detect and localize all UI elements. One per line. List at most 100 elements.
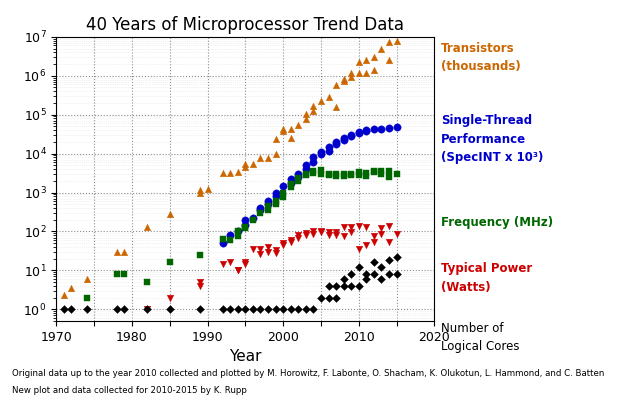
Text: Single-Thread: Single-Thread bbox=[441, 114, 532, 127]
Point bbox=[369, 233, 379, 239]
Text: Original data up to the year 2010 collected and plotted by M. Horowitz, F. Labon: Original data up to the year 2010 collec… bbox=[12, 369, 605, 378]
Point bbox=[301, 166, 311, 172]
Point bbox=[376, 264, 386, 271]
Point bbox=[202, 186, 212, 193]
Point bbox=[119, 249, 129, 256]
Point bbox=[392, 231, 402, 238]
Point bbox=[286, 184, 296, 190]
Point bbox=[308, 103, 318, 109]
Point bbox=[324, 229, 334, 236]
Point bbox=[271, 250, 281, 256]
Point bbox=[308, 159, 318, 166]
Point bbox=[308, 306, 318, 312]
Point bbox=[354, 70, 364, 76]
Point bbox=[354, 246, 364, 252]
Point bbox=[263, 155, 273, 162]
Point bbox=[248, 215, 258, 221]
Point bbox=[112, 249, 122, 256]
Point bbox=[369, 67, 379, 73]
Point bbox=[376, 231, 386, 238]
Point bbox=[293, 234, 303, 241]
Point bbox=[286, 306, 296, 312]
Point bbox=[271, 306, 281, 312]
Point bbox=[384, 56, 394, 63]
Point bbox=[361, 224, 371, 230]
Point bbox=[339, 137, 349, 144]
Point bbox=[361, 242, 371, 248]
Point bbox=[308, 228, 318, 234]
Point bbox=[316, 228, 326, 235]
Point bbox=[217, 170, 227, 177]
Point bbox=[324, 283, 334, 289]
Point bbox=[316, 294, 326, 301]
Point bbox=[59, 306, 69, 312]
Point bbox=[361, 128, 371, 134]
Point bbox=[165, 211, 175, 218]
Point bbox=[376, 171, 386, 177]
Point bbox=[301, 110, 311, 117]
Point bbox=[293, 178, 303, 184]
Point bbox=[346, 132, 356, 138]
Point bbox=[331, 82, 341, 88]
Point bbox=[384, 271, 394, 277]
Point bbox=[66, 285, 76, 292]
Point bbox=[369, 259, 379, 266]
Point bbox=[331, 104, 341, 111]
Point bbox=[271, 198, 281, 204]
Point bbox=[112, 271, 122, 277]
Text: Number of: Number of bbox=[441, 322, 503, 335]
Point bbox=[354, 130, 364, 137]
Point bbox=[301, 230, 311, 237]
Point bbox=[331, 294, 341, 301]
Point bbox=[112, 306, 122, 312]
Point bbox=[301, 162, 311, 169]
Point bbox=[331, 139, 341, 145]
Point bbox=[271, 247, 281, 254]
Point bbox=[376, 225, 386, 231]
Point bbox=[59, 345, 69, 352]
Point bbox=[232, 228, 242, 235]
Point bbox=[286, 237, 296, 243]
Point bbox=[301, 231, 311, 238]
Point bbox=[346, 70, 356, 76]
Point bbox=[217, 306, 227, 312]
Point bbox=[369, 168, 379, 175]
Point bbox=[354, 169, 364, 175]
Point bbox=[339, 135, 349, 142]
Point bbox=[384, 223, 394, 230]
Point bbox=[263, 249, 273, 255]
Point bbox=[278, 242, 288, 248]
Point bbox=[256, 250, 266, 257]
Point bbox=[346, 224, 356, 230]
Point bbox=[308, 154, 318, 161]
Point bbox=[392, 37, 402, 44]
Point bbox=[232, 267, 242, 274]
Point bbox=[369, 271, 379, 277]
Point bbox=[308, 231, 318, 238]
Point bbox=[165, 294, 175, 301]
Point bbox=[308, 170, 318, 176]
Point bbox=[256, 246, 266, 252]
Point bbox=[263, 201, 273, 207]
Point bbox=[361, 173, 371, 179]
Point bbox=[361, 127, 371, 133]
Text: (thousands): (thousands) bbox=[441, 60, 521, 73]
Point bbox=[248, 246, 258, 252]
Point bbox=[241, 164, 251, 171]
Point bbox=[384, 124, 394, 131]
Text: Typical Power: Typical Power bbox=[441, 263, 532, 275]
Point bbox=[286, 126, 296, 133]
Point bbox=[241, 225, 251, 231]
Point bbox=[301, 116, 311, 122]
Point bbox=[293, 232, 303, 238]
Point bbox=[324, 93, 334, 100]
Point bbox=[354, 283, 364, 289]
Point bbox=[392, 271, 402, 277]
Point bbox=[384, 239, 394, 245]
Point bbox=[301, 172, 311, 178]
Point bbox=[354, 172, 364, 178]
Point bbox=[81, 276, 91, 282]
Point bbox=[225, 232, 235, 238]
Point bbox=[66, 306, 76, 312]
Point bbox=[293, 171, 303, 177]
